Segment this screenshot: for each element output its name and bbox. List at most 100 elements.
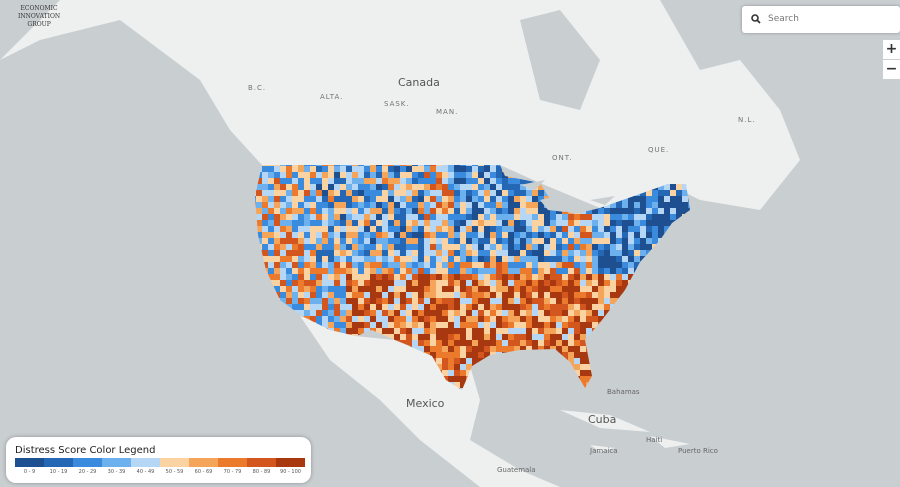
map-cell — [478, 274, 485, 281]
map-cell — [490, 328, 497, 335]
map-cell — [580, 262, 587, 269]
zoom-in[interactable]: + — [883, 40, 900, 59]
map-cell — [316, 286, 323, 293]
map-label: Haiti — [646, 436, 662, 444]
legend-item: 60 - 69 — [189, 458, 218, 475]
map-cell — [526, 340, 533, 347]
map-cell — [268, 184, 275, 191]
map-cell — [448, 364, 455, 371]
map-cell — [298, 274, 305, 281]
map-cell — [544, 316, 551, 323]
map-cell — [538, 322, 545, 329]
map-cell — [580, 250, 587, 257]
map-cell — [466, 232, 473, 239]
map-cell — [334, 274, 341, 281]
map-cell — [478, 250, 485, 257]
map-cell — [646, 202, 653, 209]
map-cell — [526, 208, 533, 215]
map-cell — [622, 232, 629, 239]
legend-label: 50 - 59 — [165, 469, 184, 475]
map-label: SASK. — [384, 100, 410, 108]
map-cell — [376, 208, 383, 215]
map-cell — [514, 226, 521, 233]
map-cell — [604, 214, 611, 221]
map-cell — [442, 280, 449, 287]
map-cell — [394, 256, 401, 263]
map-cell — [400, 316, 407, 323]
map-cell — [580, 286, 587, 293]
map-cell — [412, 214, 419, 221]
map-cell — [436, 268, 443, 275]
map-cell — [586, 214, 593, 221]
map-cell — [400, 298, 407, 305]
map-cell — [580, 220, 587, 227]
map-cell — [640, 190, 647, 197]
map-cell — [658, 220, 665, 227]
map-cell — [262, 214, 269, 221]
map-cell — [394, 165, 401, 167]
map-cell — [388, 262, 395, 269]
map-cell — [274, 178, 281, 185]
map-cell — [490, 172, 497, 179]
map-cell — [532, 250, 539, 257]
map-cell — [598, 316, 605, 323]
map-cell — [370, 166, 377, 173]
map-cell — [424, 196, 431, 203]
map-cell — [298, 196, 305, 203]
map-cell — [598, 256, 605, 263]
map-cell — [604, 304, 611, 311]
map-cell — [454, 226, 461, 233]
legend-item: 10 - 19 — [44, 458, 73, 475]
map-cell — [418, 165, 425, 167]
map-cell — [352, 274, 359, 281]
map-cell — [334, 172, 341, 179]
map-cell — [508, 310, 515, 317]
map-cell — [526, 256, 533, 263]
map-cell — [364, 184, 371, 191]
map-cell — [382, 274, 389, 281]
map-cell — [328, 280, 335, 287]
map-cell — [538, 292, 545, 299]
map-cell — [478, 292, 485, 299]
map-cell — [424, 262, 431, 269]
legend-swatch — [189, 458, 218, 467]
map-cell — [676, 202, 683, 209]
map-cell — [424, 214, 431, 221]
map-cell — [370, 316, 377, 323]
map-cell — [538, 280, 545, 287]
map-cell — [370, 190, 377, 197]
map-cell — [256, 190, 263, 197]
zoom-out[interactable]: − — [883, 60, 900, 79]
map-cell — [466, 220, 473, 227]
map-cell — [514, 250, 521, 257]
map-cell — [538, 286, 545, 293]
search-box[interactable]: Search — [742, 6, 900, 33]
map-cell — [580, 232, 587, 239]
map-cell — [454, 220, 461, 227]
map-cell — [514, 340, 521, 347]
map-cell — [670, 208, 677, 215]
map-cell — [316, 178, 323, 185]
map-cell — [334, 244, 341, 251]
map-cell — [490, 316, 497, 323]
map-cell — [466, 172, 473, 179]
map-cell — [514, 304, 521, 311]
map-cell — [634, 262, 641, 269]
map-cell — [292, 286, 299, 293]
map-cell — [478, 184, 485, 191]
map-cell — [400, 280, 407, 287]
map-cell — [628, 250, 635, 257]
map-cell — [406, 292, 413, 299]
map-cell — [268, 190, 275, 197]
map-cell — [454, 280, 461, 287]
map-cell — [370, 256, 377, 263]
map-cell — [610, 214, 617, 221]
map-label: Guatemala — [497, 466, 536, 474]
map-cell — [496, 178, 503, 185]
map-cell — [370, 196, 377, 203]
map-cell — [604, 268, 611, 275]
map-cell — [610, 256, 617, 263]
map-cell — [520, 310, 527, 317]
map-cell — [394, 178, 401, 185]
map-cell — [652, 238, 659, 245]
